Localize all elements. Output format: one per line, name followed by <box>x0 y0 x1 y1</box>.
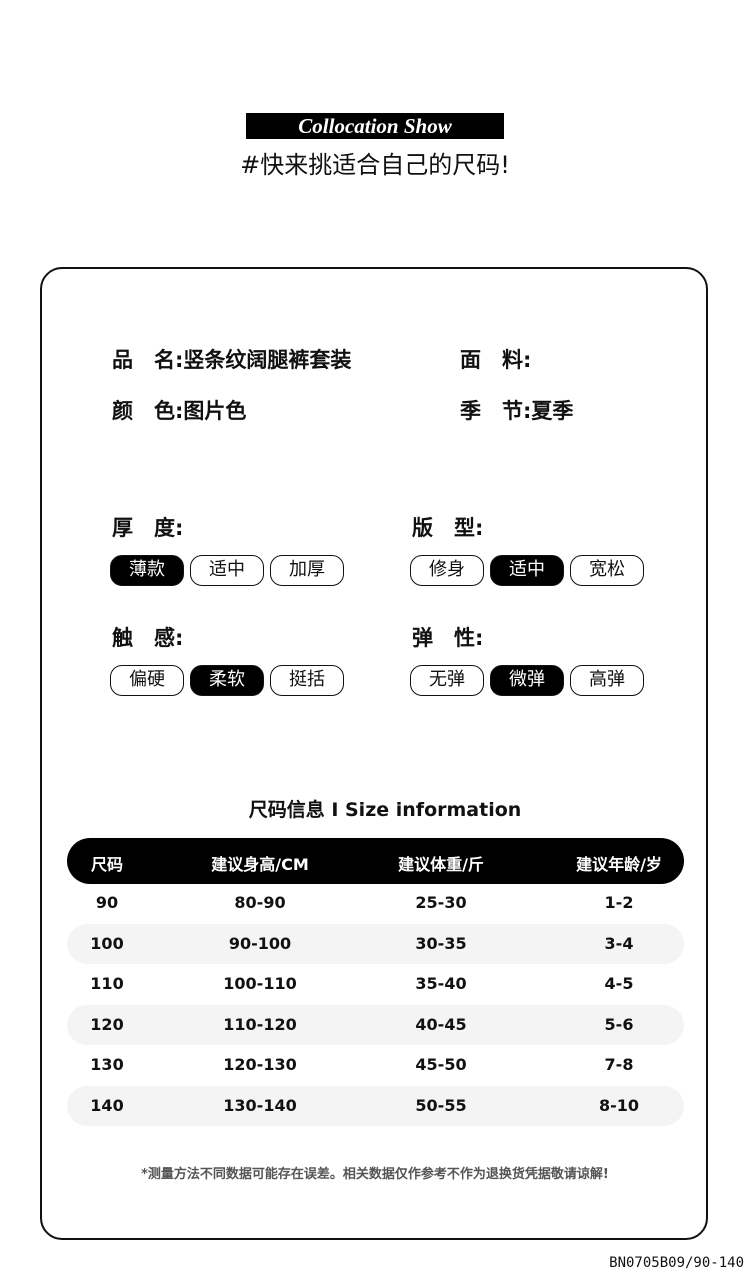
table-cell: 130 <box>90 1055 124 1075</box>
attribute-option: 修身 <box>410 555 484 586</box>
table-cell: 140 <box>90 1096 124 1115</box>
season-label: 季 节: <box>460 399 532 423</box>
table-row: 140 130-140 50-55 8-10 <box>67 1086 684 1126</box>
fabric-label: 面 料: <box>460 348 532 372</box>
table-row: 130 120-130 45-50 7-8 <box>67 1045 684 1085</box>
table-row: 100 90-100 30-35 3-4 <box>67 923 684 964</box>
size-table-header: 尺码 建议身高/CM 建议体重/斤 建议年龄/岁 <box>67 838 684 884</box>
color-value: 图片色 <box>183 399 247 423</box>
column-header: 建议身高/CM <box>211 855 309 874</box>
table-cell: 100-110 <box>223 974 297 994</box>
table-cell: 3-4 <box>604 933 634 953</box>
table-cell: 7-8 <box>604 1055 634 1075</box>
table-cell: 110 <box>90 974 124 994</box>
table-cell: 35-40 <box>415 974 467 994</box>
attribute-option: 偏硬 <box>110 665 184 696</box>
table-cell: 8-10 <box>598 1096 640 1115</box>
table-cell: 130-140 <box>223 1096 297 1115</box>
table-cell: 90-100 <box>228 933 292 953</box>
attribute-option: 高弹 <box>570 665 644 696</box>
column-header: 建议体重/斤 <box>398 855 484 874</box>
table-cell: 120-130 <box>223 1055 297 1075</box>
table-cell: 120 <box>90 1014 124 1034</box>
table-row: 90 80-90 25-30 1-2 <box>67 883 684 923</box>
season-value: 夏季 <box>531 399 574 423</box>
subtitle: #快来挑适合自己的尺码! <box>240 151 510 179</box>
attribute-option: 适中 <box>490 555 564 586</box>
size-table-title: 尺码信息 I Size information <box>248 799 522 821</box>
attribute-label: 弹 性: <box>412 626 484 650</box>
table-cell: 30-35 <box>415 933 467 953</box>
table-cell: 5-6 <box>604 1014 634 1034</box>
attribute-option: 薄款 <box>110 555 184 586</box>
name-value: 竖条纹阔腿裤套装 <box>183 348 352 372</box>
table-cell: 90 <box>95 893 119 912</box>
table-cell: 50-55 <box>415 1096 467 1115</box>
fabric-field: 面 料: <box>460 346 531 374</box>
attribute-option: 无弹 <box>410 665 484 696</box>
table-cell: 4-5 <box>604 974 634 994</box>
table-cell: 45-50 <box>415 1055 467 1075</box>
table-cell: 80-90 <box>234 893 286 912</box>
column-header: 尺码 <box>90 855 124 874</box>
measurement-note: *测量方法不同数据可能存在误差。相关数据仅作参考不作为退换货凭据敬请谅解! <box>141 1167 609 1182</box>
attribute-option: 挺括 <box>270 665 344 696</box>
color-label: 颜 色: <box>112 399 184 423</box>
attribute-label: 版 型: <box>412 516 484 540</box>
attribute-option: 微弹 <box>490 665 564 696</box>
column-header: 建议年龄/岁 <box>576 855 662 874</box>
product-code: BN0705B09/90-140 <box>609 1255 744 1271</box>
table-cell: 1-2 <box>604 893 634 912</box>
table-row: 120 110-120 40-45 5-6 <box>67 1004 684 1045</box>
table-cell: 100 <box>90 933 124 953</box>
attribute-option: 适中 <box>190 555 264 586</box>
attribute-label: 触 感: <box>112 626 184 650</box>
name-label: 品 名: <box>112 348 184 372</box>
season-field: 季 节:夏季 <box>460 397 573 425</box>
color-field: 颜 色:图片色 <box>112 397 246 425</box>
attribute-option: 加厚 <box>270 555 344 586</box>
table-cell: 25-30 <box>415 893 467 912</box>
name-field: 品 名:竖条纹阔腿裤套装 <box>112 346 351 374</box>
product-card <box>40 267 708 1240</box>
collocation-show-banner: Collocation Show <box>246 113 504 139</box>
attribute-option: 柔软 <box>190 665 264 696</box>
table-row: 110 100-110 35-40 4-5 <box>67 964 684 1004</box>
table-cell: 110-120 <box>223 1014 297 1034</box>
attribute-label: 厚 度: <box>112 516 184 540</box>
table-cell: 40-45 <box>415 1014 467 1034</box>
attribute-option: 宽松 <box>570 555 644 586</box>
